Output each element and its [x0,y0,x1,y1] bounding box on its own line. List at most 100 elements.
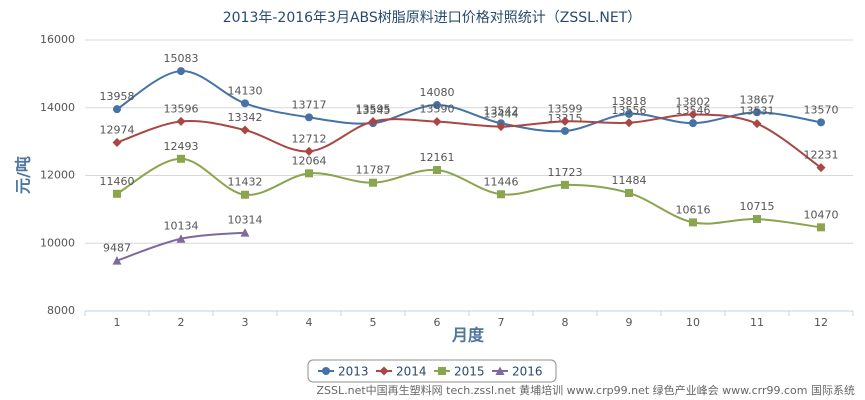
marker [561,180,569,189]
legend-label: 2015 [454,365,485,379]
marker [495,366,505,375]
marker [560,116,570,126]
legend-label: 2013 [338,365,369,379]
data-label: 13590 [420,103,455,116]
y-tick-label: 16000 [40,33,75,46]
marker [240,125,250,135]
marker [379,366,389,376]
x-tick-label: 1 [114,316,121,329]
marker [496,122,506,132]
data-label: 12493 [164,140,199,153]
data-label: 12161 [420,151,455,164]
marker [753,108,761,117]
data-label: 12231 [804,149,839,162]
data-label: 13570 [804,103,839,116]
data-label: 10470 [804,208,839,221]
legend-label: 2014 [396,365,427,379]
marker [322,367,330,375]
legend-label: 2016 [512,365,543,379]
marker [112,138,122,148]
data-label: 13802 [676,95,711,108]
marker [432,117,442,127]
marker [113,189,121,198]
data-label: 13444 [484,108,519,121]
marker [689,119,697,128]
marker [438,367,446,375]
data-label: 14080 [420,86,455,99]
data-label: 10314 [228,214,263,227]
data-label: 11432 [228,176,263,189]
x-tick-label: 4 [306,316,313,329]
marker [624,118,634,128]
x-tick-label: 12 [814,316,828,329]
data-label: 13595 [356,102,391,115]
x-tick-label: 2 [178,316,185,329]
data-label: 10134 [164,220,199,233]
series-line [116,157,822,229]
marker [305,169,313,178]
y-tick-label: 10000 [40,236,75,249]
marker [305,113,313,122]
data-label: 13545 [356,104,391,117]
data-label: 10715 [740,200,775,213]
marker [368,116,378,126]
marker [176,234,186,243]
marker [497,190,505,199]
data-label: 13599 [548,102,583,115]
marker [304,146,314,156]
y-tick-label: 14000 [40,101,75,114]
marker [433,166,441,175]
data-label: 13867 [740,93,775,106]
series: 12974 13596 13342 12712 13595 13590 13444 13599… [100,95,839,173]
x-tick-label: 5 [370,316,377,329]
marker [241,99,249,108]
x-tick-label: 6 [434,316,441,329]
x-tick-label: 8 [562,316,569,329]
marker [177,154,185,163]
x-tick-label: 11 [750,316,764,329]
marker [816,163,826,173]
data-label: 11787 [356,164,391,177]
marker [240,228,250,237]
legend: 2013 2014 2015 2016 [307,359,557,383]
credits: ZSSL.net中国再生塑料网 tech.zssl.net 黄埔培训 www.c… [316,383,855,397]
y-tick-label: 8000 [47,304,75,317]
data-label: 13342 [228,111,263,124]
marker [817,223,825,232]
x-axis-title: 月度 [451,326,485,345]
marker [561,126,569,135]
x-tick-label: 7 [498,316,505,329]
marker [625,188,633,197]
series: 9487 10134 10314 [103,214,263,265]
data-label: 11446 [484,175,519,188]
series-line [116,113,822,169]
marker [752,119,762,129]
chart-title: 2013年-2016年3月ABS树脂原料进口价格对照统计（ZSSL.NET） [223,10,642,26]
data-label: 13818 [612,95,647,108]
data-label: 11723 [548,166,583,179]
marker [241,190,249,199]
marker [177,67,185,76]
x-tick-label: 3 [242,316,249,329]
data-label: 13717 [292,98,327,111]
x-tick-label: 9 [626,316,633,329]
data-label: 13596 [164,102,199,115]
series: 11460 12493 11432 12064 11787 12161 11446 11723… [100,140,839,232]
data-label: 14130 [228,84,263,97]
data-label: 13958 [100,90,135,103]
marker [176,116,186,126]
data-label: 13542 [484,104,519,117]
marker [113,105,121,114]
data-label: 10616 [676,203,711,216]
series: 1395815083141301371713545140801354213315… [100,52,839,135]
data-label: 15083 [164,52,199,65]
marker [689,218,697,227]
legend-box [307,359,557,383]
data-label: 9487 [103,242,131,255]
marker [433,101,441,110]
data-label: 13556 [612,104,647,117]
data-label: 12712 [292,132,327,145]
y-tick-label: 12000 [40,169,75,182]
data-label: 11460 [100,175,135,188]
